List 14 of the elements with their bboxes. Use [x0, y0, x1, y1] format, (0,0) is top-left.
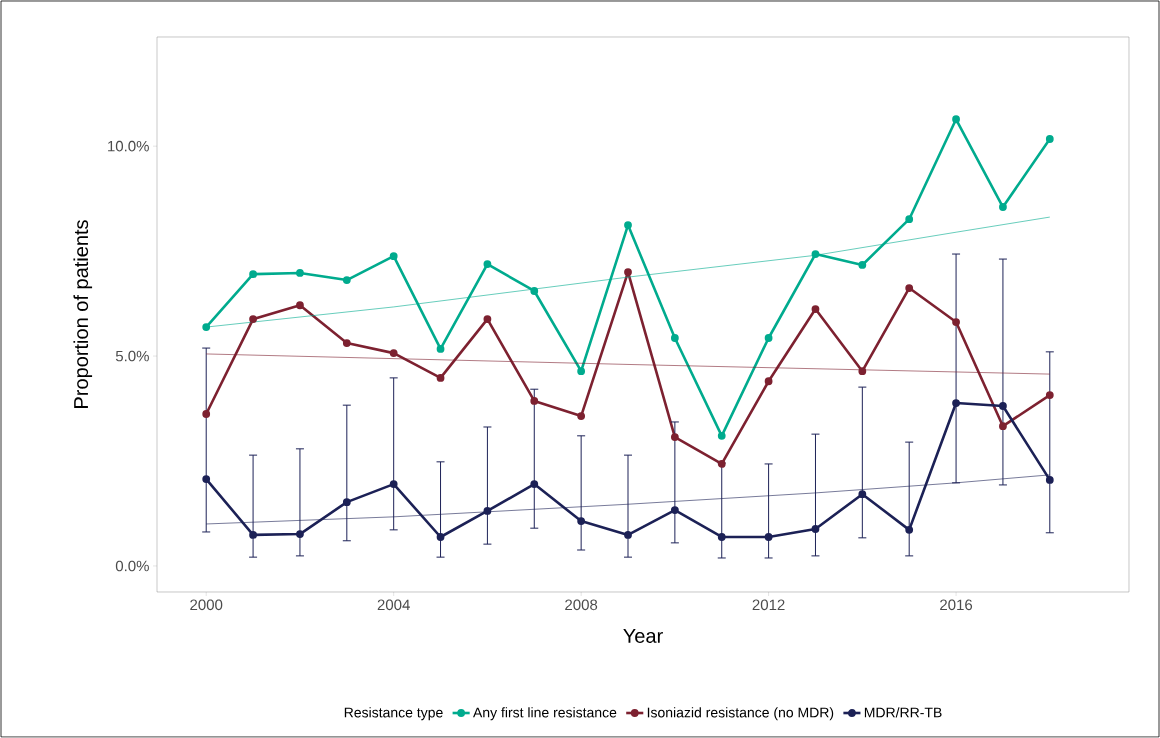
x-axis-title: Year	[623, 629, 663, 643]
y-axis-title: Proportion of patients	[73, 220, 93, 408]
x-tick-label: 2016	[940, 599, 973, 611]
legend-title: Resistance type	[344, 707, 443, 721]
y-tick-label: 0.0%	[115, 560, 149, 572]
legend-label: Any first line resistance	[473, 707, 617, 721]
x-tick-label: 2004	[377, 599, 410, 611]
x-tick-label: 2012	[752, 599, 785, 611]
legend-label: Isoniazid resistance (no MDR)	[647, 707, 834, 721]
y-tick-label: 5.0%	[115, 350, 149, 362]
legend-label: MDR/RR-TB	[864, 707, 942, 718]
x-tick-label: 2000	[190, 599, 223, 611]
y-tick-label: 10.0%	[108, 140, 149, 152]
x-tick-label: 2008	[565, 599, 598, 611]
